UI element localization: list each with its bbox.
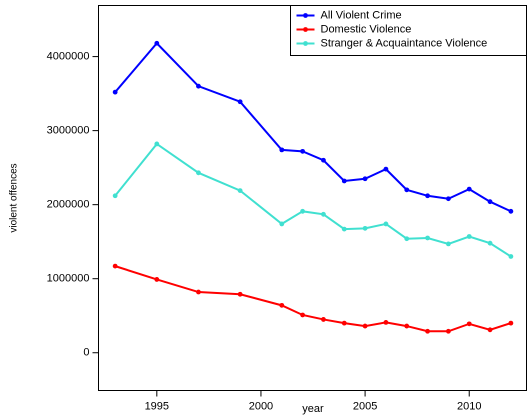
series-line xyxy=(114,142,512,258)
data-point xyxy=(112,193,118,199)
data-point xyxy=(383,166,389,172)
x-axis-label: year xyxy=(302,403,324,415)
data-point xyxy=(237,291,243,297)
data-point xyxy=(321,211,326,217)
data-point xyxy=(196,170,201,176)
y-tick-label: 0 xyxy=(83,347,89,359)
legend-label: All Violent Crime xyxy=(321,9,402,21)
data-point xyxy=(383,319,389,325)
legend-label: Stranger & Acquaintance Violence xyxy=(321,37,488,49)
legend-marker xyxy=(303,41,308,46)
data-point xyxy=(404,236,410,242)
data-point xyxy=(237,188,243,193)
y-axis-label: violent offences xyxy=(9,163,20,232)
data-point xyxy=(508,208,514,214)
data-point xyxy=(425,328,430,334)
data-point xyxy=(300,148,306,154)
data-point xyxy=(279,302,285,308)
data-point xyxy=(404,187,410,193)
data-point xyxy=(362,323,368,329)
y-tick-label: 4000000 xyxy=(47,50,90,62)
data-point xyxy=(196,83,201,89)
data-point xyxy=(362,176,368,182)
legend-marker xyxy=(303,13,308,18)
plot-frame xyxy=(98,5,527,391)
data-point xyxy=(508,320,514,326)
data-point xyxy=(487,199,493,205)
data-point xyxy=(341,320,347,326)
data-point xyxy=(425,193,430,199)
legend: All Violent Crime Domestic Violence Strang… xyxy=(290,5,527,56)
data-point xyxy=(321,317,326,322)
data-point xyxy=(425,235,430,241)
data-point xyxy=(508,254,514,259)
data-point xyxy=(196,289,201,295)
data-point xyxy=(112,263,118,269)
data-point xyxy=(445,328,451,334)
series-line xyxy=(114,41,512,213)
series-line xyxy=(114,265,512,333)
y-tick-label: 2000000 xyxy=(47,199,90,211)
data-point xyxy=(466,234,472,239)
data-point xyxy=(466,186,472,192)
data-point xyxy=(383,221,389,227)
data-point xyxy=(279,221,285,227)
data-point xyxy=(404,323,410,329)
data-point xyxy=(445,196,451,202)
x-tick-label: 2010 xyxy=(457,400,481,412)
data-point xyxy=(466,321,472,327)
x-tick-label: 1995 xyxy=(145,400,169,412)
data-point xyxy=(445,241,451,247)
legend-box xyxy=(290,5,527,56)
data-point xyxy=(487,240,493,246)
data-point xyxy=(237,99,243,105)
x-tick-label: 2005 xyxy=(353,400,377,412)
data-point xyxy=(300,208,306,214)
data-point xyxy=(154,141,160,147)
data-point xyxy=(279,147,285,153)
data-point xyxy=(487,327,493,333)
data-point xyxy=(341,226,347,232)
legend-marker xyxy=(303,27,308,32)
data-point xyxy=(362,225,368,231)
x-tick-label: 2000 xyxy=(249,400,273,412)
data-point xyxy=(154,277,160,282)
y-tick-label: 3000000 xyxy=(47,125,90,137)
data-point xyxy=(321,157,326,163)
data-point xyxy=(154,40,160,46)
legend-label: Domestic Violence xyxy=(321,23,412,35)
data-point xyxy=(300,312,306,318)
data-point xyxy=(112,89,118,95)
data-point xyxy=(341,178,347,184)
y-tick-label: 1000000 xyxy=(47,273,90,285)
